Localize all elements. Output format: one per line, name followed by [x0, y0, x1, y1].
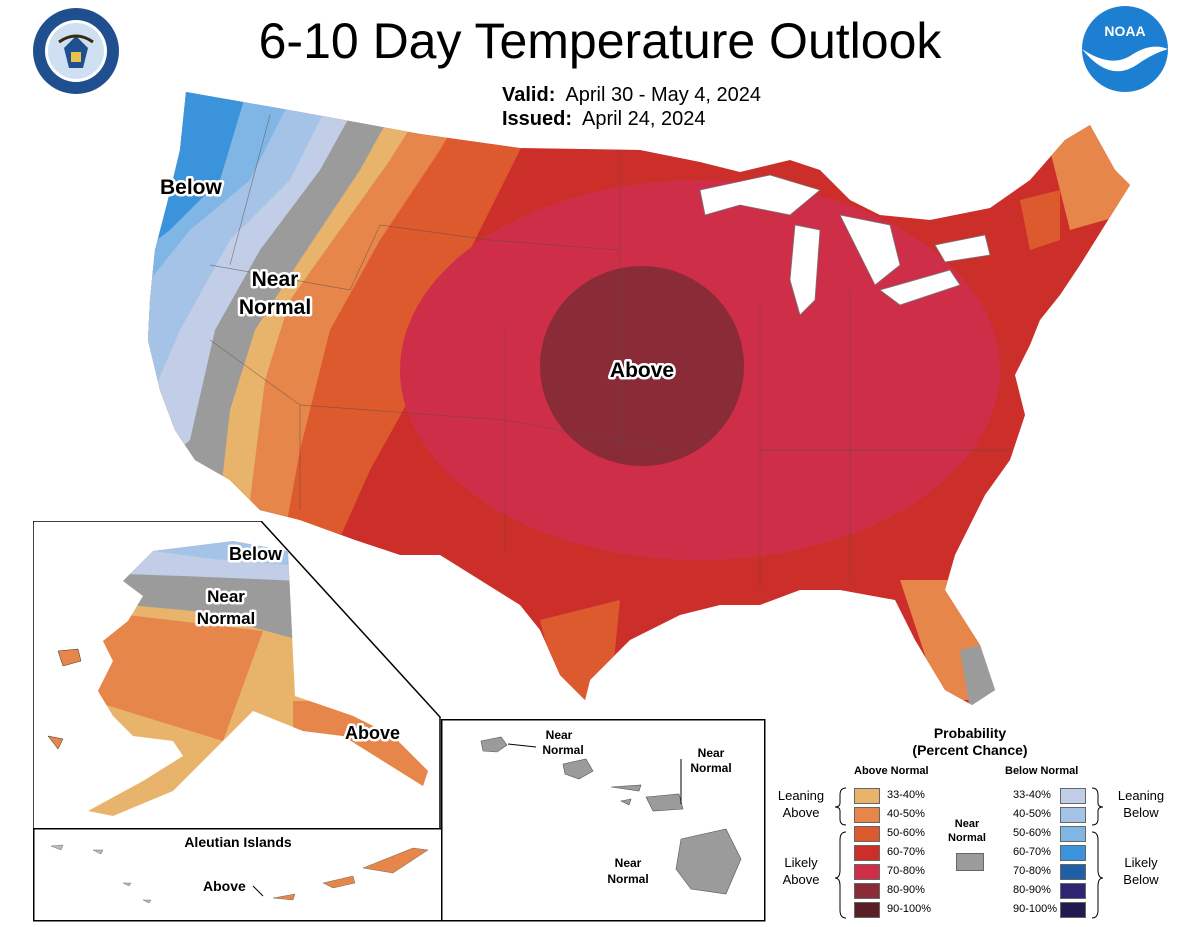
legend-below-range-label: 90-100%	[1013, 903, 1058, 915]
legend-below-range-label: 60-70%	[1013, 846, 1051, 858]
legend-above-swatch	[854, 883, 880, 899]
legend-above-range-label: 90-100%	[887, 903, 932, 915]
legend-below-range-label: 50-60%	[1013, 827, 1051, 839]
alaska-near-label-1: Near	[207, 587, 245, 606]
noaa-logo-icon: NOAA	[1082, 6, 1168, 92]
legend-above-header: Above Normal	[854, 765, 929, 777]
hawaii-label-2b: Normal	[690, 761, 731, 775]
legend-below-swatch	[1060, 845, 1086, 861]
issued-value: April 24, 2024	[582, 108, 706, 130]
hawaii-label-1a: Near	[546, 728, 573, 742]
legend-above-swatch	[854, 902, 880, 918]
great-lakes	[699, 174, 991, 316]
hawaii-inset: Near Normal Near Normal Near Normal	[441, 719, 766, 922]
alaska-inset: Below Near Normal Above	[33, 521, 441, 831]
legend-leaning-above-1: Leaning	[777, 788, 825, 803]
legend-leaning-above: Leaning Above	[770, 787, 832, 821]
legend-leaning-below: Leaning Below	[1110, 787, 1172, 821]
legend-below-swatch	[1060, 883, 1086, 899]
hawaii-label-2a: Near	[698, 746, 725, 760]
legend-above-swatch	[854, 845, 880, 861]
conus-above-label: Above	[610, 359, 674, 382]
alaska-above-label: Above	[345, 723, 400, 743]
alaska-below-label: Below	[229, 544, 283, 564]
hawaii-label-3b: Normal	[607, 872, 648, 886]
legend-below-swatch	[1060, 902, 1086, 918]
conus-below-label: Below	[160, 176, 223, 199]
valid-value: April 30 - May 4, 2024	[565, 84, 762, 106]
aleutian-title: Aleutian Islands	[184, 834, 292, 850]
legend-leaning-above-2: Above	[782, 805, 820, 820]
legend-likely-below-1: Likely	[1124, 855, 1158, 870]
commerce-seal-icon	[33, 8, 119, 94]
legend-braces	[834, 787, 1104, 919]
aleutian-inset: Aleutian Islands Above	[33, 828, 443, 922]
legend-above-range-label: 60-70%	[887, 846, 925, 858]
issued-label: Issued:	[502, 108, 573, 130]
legend-near-1: Near	[954, 818, 980, 830]
legend-near-swatch	[956, 853, 984, 871]
aleutian-above-label: Above	[203, 878, 246, 894]
legend-above-swatch	[854, 826, 880, 842]
legend-likely-below: Likely Below	[1110, 854, 1172, 888]
legend-below-range-label: 33-40%	[1013, 789, 1051, 801]
alaska-near-label-2: Normal	[197, 609, 256, 628]
conus-near-label-1: Near	[252, 268, 299, 291]
legend-above-range-label: 80-90%	[887, 884, 925, 896]
legend-leaning-below-1: Leaning	[1117, 788, 1165, 803]
legend-above-range-label: 50-60%	[887, 827, 925, 839]
legend-above-range-label: 40-50%	[887, 808, 925, 820]
legend-below-swatch	[1060, 807, 1086, 823]
legend-below-range-label: 70-80%	[1013, 865, 1051, 877]
legend-likely-above: Likely Above	[770, 854, 832, 888]
legend-above-swatch	[854, 864, 880, 880]
legend-below-range-label: 40-50%	[1013, 808, 1051, 820]
legend-title-1: Probability	[933, 725, 1007, 741]
valid-label: Valid:	[502, 84, 556, 106]
legend-above-swatch	[854, 807, 880, 823]
state-borders	[209, 114, 1010, 590]
legend-above-range-label: 33-40%	[887, 789, 925, 801]
legend-below-header: Below Normal	[1005, 765, 1079, 777]
issued-date: Issued: April 24, 2024	[502, 108, 705, 131]
legend-leaning-below-2: Below	[1123, 805, 1159, 820]
legend-below-swatch	[1060, 788, 1086, 804]
noaa-logo-text: NOAA	[1104, 23, 1145, 39]
legend-likely-below-2: Below	[1123, 872, 1159, 887]
hawaii-label-3a: Near	[615, 856, 642, 870]
map-title: 6-10 Day Temperature Outlook	[258, 13, 942, 69]
legend-title-2: (Percent Chance)	[912, 742, 1028, 758]
legend-likely-above-2: Above	[782, 872, 820, 887]
hawaii-label-1b: Normal	[542, 743, 583, 757]
legend-likely-above-1: Likely	[784, 855, 818, 870]
legend-above-swatch	[854, 788, 880, 804]
valid-dates: Valid: April 30 - May 4, 2024	[502, 84, 761, 107]
legend-below-swatch	[1060, 826, 1086, 842]
conus-near-label-2: Normal	[239, 296, 311, 319]
legend-near-2: Normal	[948, 832, 986, 844]
legend-above-range-label: 70-80%	[887, 865, 925, 877]
legend-below-range-label: 80-90%	[1013, 884, 1051, 896]
legend-below-swatch	[1060, 864, 1086, 880]
probability-legend: Probability (Percent Chance) Above Norma…	[770, 720, 1190, 925]
